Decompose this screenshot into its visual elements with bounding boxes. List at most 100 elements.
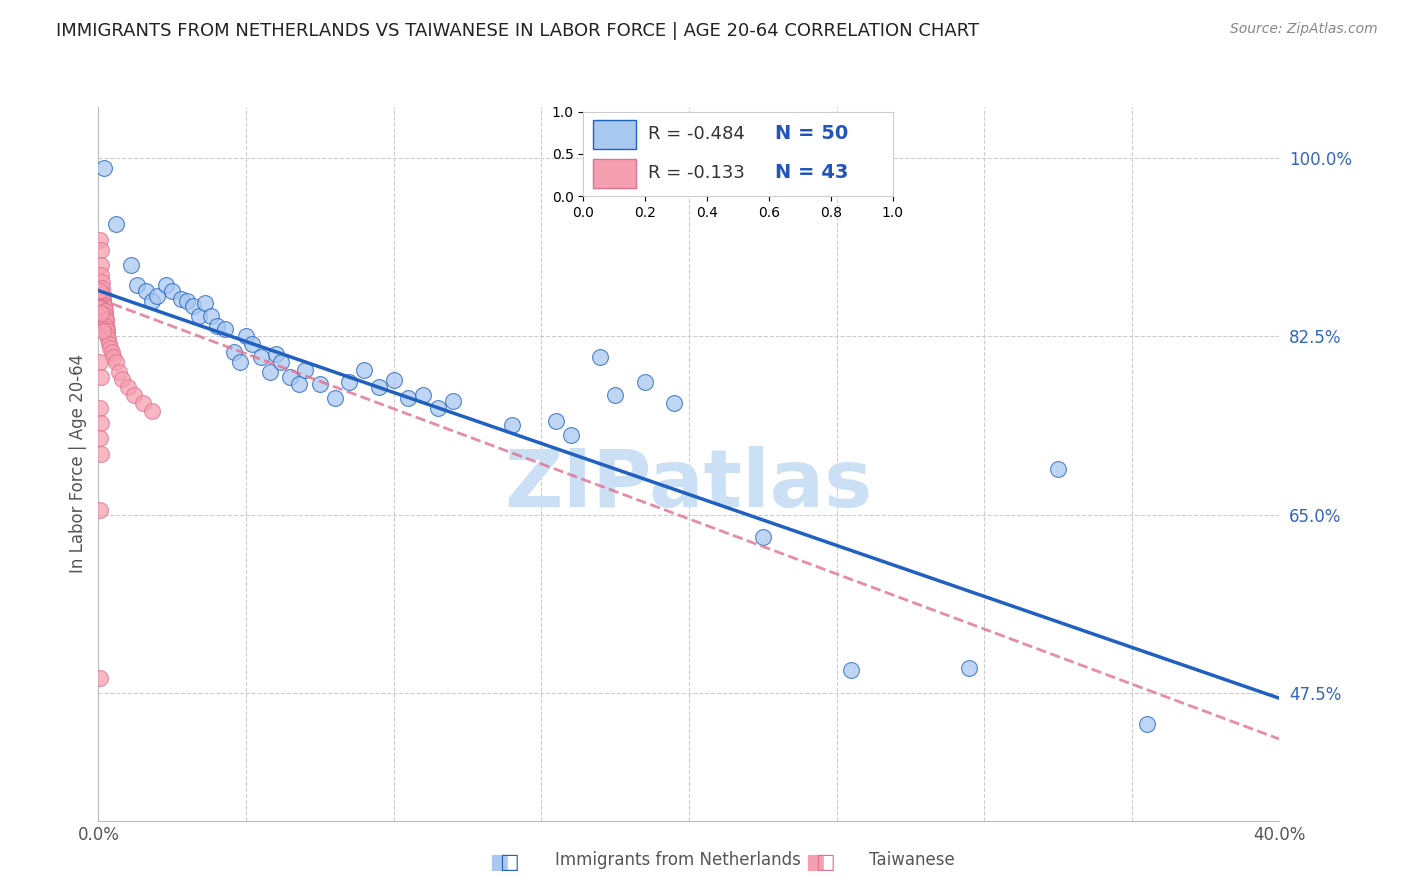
Point [91, 286, 114, 301]
Point [90, 306, 112, 320]
Text: N = 43: N = 43 [775, 163, 849, 183]
Point [90, 268, 112, 283]
FancyBboxPatch shape [593, 120, 636, 149]
Point [501, 418, 523, 433]
Point [200, 309, 222, 323]
Point [194, 295, 217, 310]
Text: R = -0.484: R = -0.484 [648, 125, 745, 143]
Point [396, 391, 419, 405]
Point [97, 333, 120, 347]
Y-axis label: In Labor Force | Age 20-64: In Labor Force | Age 20-64 [69, 354, 87, 574]
Point [235, 329, 257, 343]
Point [382, 373, 405, 387]
Point [93, 161, 115, 176]
Point [323, 391, 346, 405]
Point [105, 217, 128, 231]
Point [214, 322, 236, 336]
Point [259, 365, 281, 379]
Point [117, 380, 139, 394]
Text: ■: ■ [806, 853, 825, 872]
Point [98, 341, 121, 355]
Point [96, 324, 118, 338]
Text: Taiwanese: Taiwanese [869, 851, 955, 869]
Point [368, 380, 391, 394]
Point [605, 387, 627, 401]
Point [132, 395, 155, 409]
Point [89, 502, 111, 516]
Point [751, 530, 773, 544]
Point [1046, 462, 1069, 476]
Point [89, 431, 111, 445]
Point [96, 322, 118, 336]
Text: R = -0.133: R = -0.133 [648, 164, 745, 182]
Point [94, 314, 117, 328]
Point [959, 661, 981, 675]
Point [90, 447, 112, 461]
Point [89, 401, 111, 415]
Point [162, 284, 183, 298]
Point [125, 278, 148, 293]
Point [633, 376, 655, 390]
Point [229, 355, 252, 369]
Point [91, 292, 114, 306]
Point [91, 324, 114, 338]
Point [122, 387, 145, 401]
Point [664, 395, 686, 409]
Point [250, 350, 273, 364]
Point [146, 288, 169, 302]
Point [96, 319, 118, 334]
Text: □: □ [815, 853, 835, 872]
Point [288, 377, 311, 392]
Point [93, 293, 115, 308]
Point [89, 355, 111, 369]
Point [141, 293, 163, 308]
Point [120, 258, 142, 272]
Point [94, 312, 117, 326]
Point [90, 258, 112, 272]
Point [224, 344, 246, 359]
Point [589, 350, 612, 364]
Point [546, 414, 568, 428]
Point [309, 377, 332, 392]
Point [441, 393, 464, 408]
Point [560, 428, 582, 442]
Point [278, 370, 302, 384]
Point [90, 416, 112, 430]
Point [155, 278, 177, 293]
Point [141, 404, 163, 418]
Point [89, 233, 111, 247]
Text: ■: ■ [489, 853, 509, 872]
Point [94, 304, 117, 318]
Point [170, 292, 193, 306]
Point [94, 308, 117, 322]
Point [353, 363, 375, 377]
Point [176, 293, 198, 308]
Point [96, 328, 118, 343]
Point [111, 372, 134, 386]
Point [841, 663, 863, 677]
Point [270, 355, 292, 369]
Point [91, 281, 114, 295]
Text: □: □ [499, 853, 519, 872]
Point [427, 401, 450, 415]
Text: Source: ZipAtlas.com: Source: ZipAtlas.com [1230, 22, 1378, 37]
Text: N = 50: N = 50 [775, 125, 848, 144]
Point [93, 304, 115, 318]
Point [90, 370, 112, 384]
Point [187, 309, 209, 323]
Point [108, 365, 131, 379]
Point [264, 347, 287, 361]
Text: Immigrants from Netherlands: Immigrants from Netherlands [555, 851, 801, 869]
Point [93, 299, 115, 313]
Point [103, 350, 125, 364]
Point [91, 276, 114, 290]
Text: ZIPatlas: ZIPatlas [505, 446, 873, 524]
Point [339, 376, 360, 390]
Point [105, 355, 128, 369]
FancyBboxPatch shape [593, 159, 636, 188]
Point [90, 243, 112, 257]
Point [181, 299, 204, 313]
Point [89, 671, 111, 685]
Point [97, 336, 120, 351]
Point [1135, 716, 1157, 731]
